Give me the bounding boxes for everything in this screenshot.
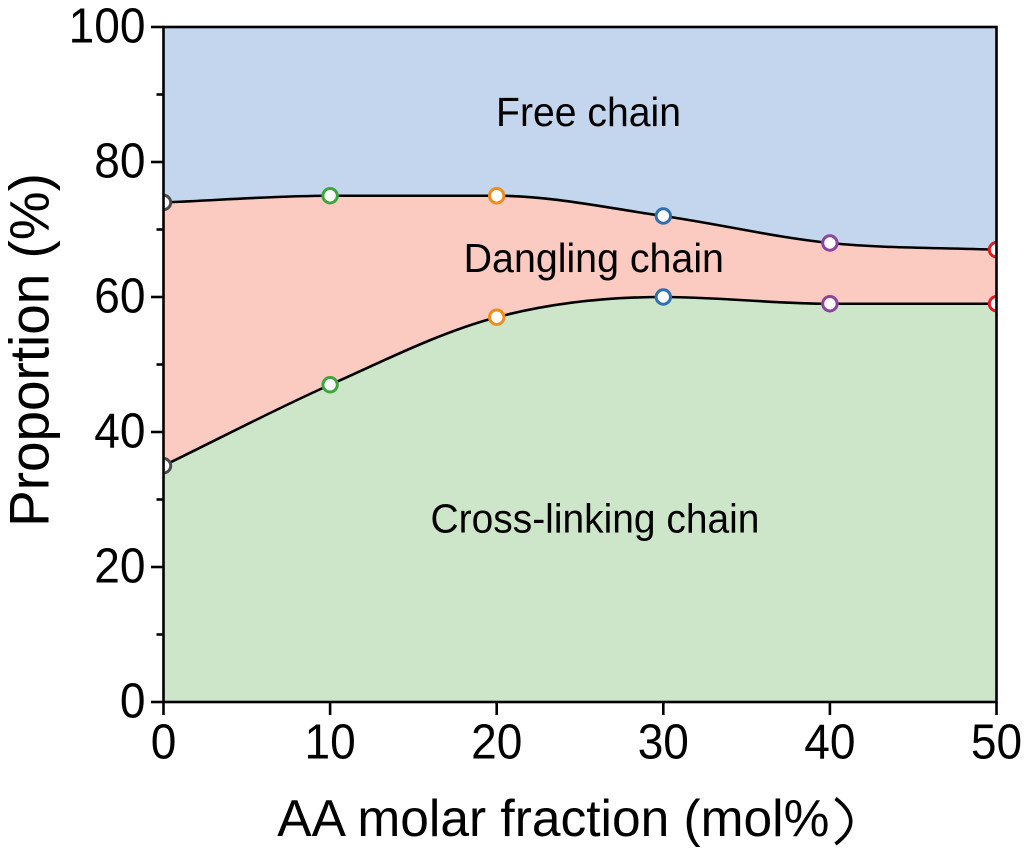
svg-text:10: 10 (304, 715, 355, 770)
svg-text:Proportion (%): Proportion (%) (0, 173, 61, 527)
svg-text:100: 100 (69, 0, 146, 54)
svg-text:60: 60 (94, 269, 145, 324)
svg-text:40: 40 (804, 715, 855, 770)
svg-text:20: 20 (471, 715, 522, 770)
svg-text:Free chain: Free chain (496, 90, 681, 135)
svg-text:0: 0 (151, 715, 177, 770)
svg-text:50: 50 (971, 715, 1022, 770)
svg-text:Dangling chain: Dangling chain (464, 235, 724, 281)
svg-text:40: 40 (94, 404, 145, 459)
svg-text:AA molar fraction (mol%: AA molar fraction (mol% (277, 789, 829, 847)
svg-text:20: 20 (94, 539, 145, 594)
svg-text:80: 80 (94, 134, 145, 189)
svg-text:Cross-linking chain: Cross-linking chain (431, 497, 760, 542)
svg-text:0: 0 (120, 674, 146, 729)
svg-text:30: 30 (638, 715, 689, 770)
